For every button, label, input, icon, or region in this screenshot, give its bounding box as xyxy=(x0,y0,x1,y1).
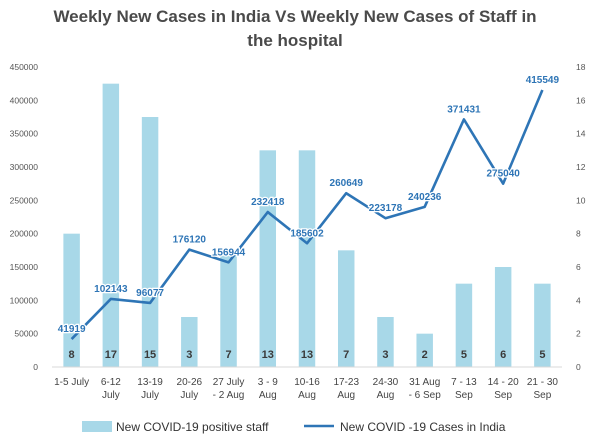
staff-bar xyxy=(102,83,120,368)
staff-bar-value-label: 13 xyxy=(301,349,313,361)
staff-bar-value-label: 13 xyxy=(262,349,274,361)
chart-title: Weekly New Cases in India Vs Weekly New … xyxy=(53,7,536,50)
x-axis-tick-label: 31 Aug - 6 Sep xyxy=(409,377,442,401)
staff-bar-value-label: 2 xyxy=(422,349,428,361)
india-cases-value-label: 185602 xyxy=(290,228,324,239)
staff-bar-value-label: 17 xyxy=(105,349,117,361)
left-axis-tick-label: 100000 xyxy=(10,295,39,305)
staff-bar xyxy=(220,250,237,367)
staff-bar xyxy=(416,333,433,367)
right-axis-tick-label: 12 xyxy=(576,162,586,172)
india-cases-value-label: 275040 xyxy=(486,169,520,180)
left-axis-tick-label: 400000 xyxy=(10,95,39,105)
staff-bar-value-label: 5 xyxy=(539,349,545,361)
legend-bar-label: New COVID-19 positive staff xyxy=(116,420,269,434)
left-axis-tick-label: 300000 xyxy=(10,162,39,172)
left-y-axis: 0 50000 100000 150000 200000 250000 300000 3500… xyxy=(10,62,39,372)
india-cases-value-label: 102143 xyxy=(94,284,128,295)
india-cases-labels: 41919 102143 96077 176120 156944 232418 185602… xyxy=(56,74,560,337)
x-axis-tick-label: 1-5 July xyxy=(54,377,89,388)
india-cases-value-label: 223178 xyxy=(369,203,403,214)
x-axis-tick-label: 27 July - 2 Aug xyxy=(213,377,245,401)
staff-bars xyxy=(63,83,551,368)
india-cases-value-label: 260649 xyxy=(330,178,364,189)
staff-bar xyxy=(298,150,316,367)
x-axis-tick-label: 7 - 13 Sep xyxy=(451,377,477,401)
staff-bar xyxy=(455,283,473,367)
staff-bar-value-label: 5 xyxy=(461,349,467,361)
x-axis-tick-label: 20-26 July xyxy=(177,377,203,401)
staff-bar xyxy=(494,267,512,367)
right-axis-tick-label: 6 xyxy=(576,262,581,272)
right-axis-tick-label: 18 xyxy=(576,62,586,72)
india-cases-value-label: 232418 xyxy=(251,197,285,208)
staff-bar xyxy=(141,117,159,367)
left-axis-tick-label: 0 xyxy=(33,362,38,372)
right-axis-tick-label: 2 xyxy=(576,329,581,339)
staff-bar-value-label: 3 xyxy=(382,349,388,361)
staff-bar-labels: 8 17 15 3 7 13 13 7 3 2 5 6 5 xyxy=(69,349,546,361)
staff-bar xyxy=(63,233,80,367)
left-axis-tick-label: 200000 xyxy=(10,229,39,239)
staff-bar xyxy=(337,250,355,367)
legend: New COVID-19 positive staff New COVID -19… xyxy=(82,420,506,434)
india-cases-value-label: 415549 xyxy=(526,75,560,86)
india-cases-line-path xyxy=(70,89,544,340)
x-axis-tick-label: 17-23 Aug xyxy=(333,377,359,401)
chart-title-line: Weekly New Cases in India Vs Weekly New … xyxy=(53,7,536,26)
right-axis-tick-label: 4 xyxy=(576,295,581,305)
staff-bar xyxy=(259,150,277,367)
india-cases-line xyxy=(70,89,544,340)
x-axis-tick-label: 21 - 30 Sep xyxy=(527,377,559,401)
staff-bar-value-label: 7 xyxy=(343,349,349,361)
x-axis: 1-5 July 6-12 July 13-19 July 20-26 July 27 Jul… xyxy=(52,366,562,401)
chart-title-line: the hospital xyxy=(247,31,342,50)
x-axis-tick-label: 3 - 9 Aug xyxy=(258,377,278,401)
staff-bar xyxy=(181,317,198,367)
india-cases-value-label: 156944 xyxy=(212,247,246,258)
india-cases-value-label: 371431 xyxy=(447,104,481,115)
right-axis-tick-label: 10 xyxy=(576,195,586,205)
india-cases-value-label: 96077 xyxy=(136,288,164,299)
x-axis-tick-label: 14 - 20 Sep xyxy=(488,377,520,401)
x-axis-tick-label: 13-19 July xyxy=(137,377,163,401)
staff-bar xyxy=(377,317,394,367)
right-axis-tick-label: 0 xyxy=(576,362,581,372)
staff-bar xyxy=(534,283,551,367)
left-axis-tick-label: 150000 xyxy=(10,262,39,272)
right-y-axis: 0 2 4 6 8 10 12 14 16 18 xyxy=(576,62,586,372)
x-axis-tick-label: 10-16 Aug xyxy=(294,377,320,401)
left-axis-tick-label: 350000 xyxy=(10,129,39,139)
india-cases-value-label: 176120 xyxy=(173,235,207,246)
right-axis-tick-label: 14 xyxy=(576,129,586,139)
legend-bar-swatch xyxy=(82,421,112,432)
x-axis-tick-label: 24-30 Aug xyxy=(373,377,399,401)
india-cases-value-label: 41919 xyxy=(58,324,86,335)
staff-bar-value-label: 6 xyxy=(500,349,506,361)
left-axis-tick-label: 250000 xyxy=(10,195,39,205)
india-cases-value-label: 240236 xyxy=(408,192,442,203)
staff-bar-value-label: 15 xyxy=(144,349,156,361)
right-axis-tick-label: 8 xyxy=(576,229,581,239)
x-axis-tick-label: 6-12 July xyxy=(101,377,121,401)
legend-line-label: New COVID -19 Cases in India xyxy=(340,420,506,434)
staff-bar-value-label: 3 xyxy=(186,349,192,361)
left-axis-tick-label: 50000 xyxy=(14,329,38,339)
staff-bar-value-label: 7 xyxy=(225,349,231,361)
left-axis-tick-label: 450000 xyxy=(10,62,39,72)
right-axis-tick-label: 16 xyxy=(576,95,586,105)
staff-bar-value-label: 8 xyxy=(69,349,75,361)
